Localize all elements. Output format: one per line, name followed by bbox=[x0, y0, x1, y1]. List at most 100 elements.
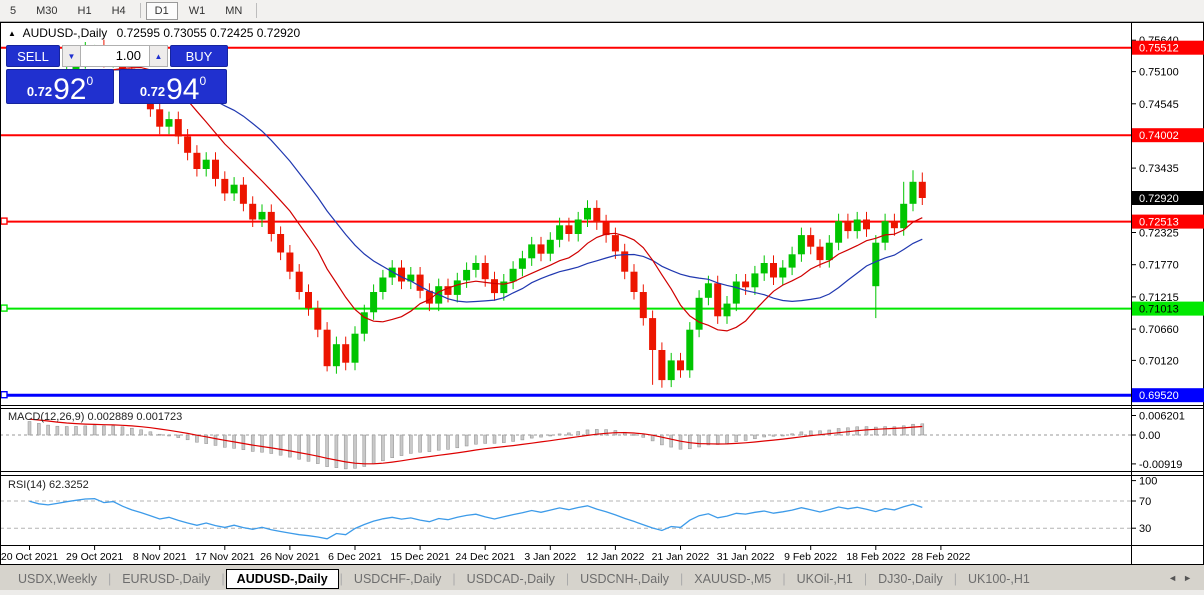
price-chart-svg[interactable]: MACD(12,26,9) 0.002889 0.001723 RSI(14) 6… bbox=[0, 22, 1204, 565]
chart-canvas[interactable]: MACD(12,26,9) 0.002889 0.001723 RSI(14) 6… bbox=[0, 22, 1204, 570]
chart-window[interactable]: MACD(12,26,9) 0.002889 0.001723 RSI(14) 6… bbox=[0, 22, 1204, 565]
price-level-badge bbox=[1132, 40, 1204, 55]
chart-tab-bar: USDX,Weekly | EURUSD-,Daily | AUDUSD-,Daily |… bbox=[0, 567, 1204, 590]
tab-eurusd-daily[interactable]: EURUSD-,Daily bbox=[122, 571, 211, 586]
bid-price-prefix: 0.72 bbox=[26, 84, 53, 99]
date-axis-label: 3 Jan 2022 bbox=[524, 551, 576, 563]
svg-text:0.75512: 0.75512 bbox=[1139, 43, 1179, 55]
tab-usdchf-daily[interactable]: USDCHF-,Daily bbox=[353, 571, 442, 586]
date-axis-label: 15 Dec 2021 bbox=[390, 551, 450, 563]
tab-scroll-arrows[interactable]: ◄► bbox=[1168, 573, 1198, 583]
macd-label: MACD(12,26,9) 0.002889 0.001723 bbox=[8, 411, 182, 423]
hline-handle[interactable] bbox=[0, 304, 8, 312]
ask-price-big: 94 bbox=[166, 73, 200, 106]
tab-separator: | bbox=[863, 571, 868, 586]
price-axis-label: 0.74545 bbox=[1139, 99, 1179, 111]
status-strip bbox=[0, 590, 1204, 595]
svg-text:0.72513: 0.72513 bbox=[1139, 217, 1179, 229]
tab-uk100-h1[interactable]: UK100-,H1 bbox=[968, 571, 1030, 586]
date-axis-label: 17 Nov 2021 bbox=[195, 551, 255, 563]
hline-handle[interactable] bbox=[0, 391, 8, 399]
svg-text:0.71013: 0.71013 bbox=[1139, 304, 1179, 316]
tab-separator: | bbox=[221, 571, 225, 586]
bid-price-big: 92 bbox=[53, 73, 87, 106]
chart-background bbox=[0, 22, 1204, 565]
tab-xauusd-m5[interactable]: XAUUSD-,M5 bbox=[694, 571, 772, 586]
price-level-badge bbox=[1132, 301, 1204, 316]
price-level-badge bbox=[1132, 128, 1204, 143]
current-price-badge bbox=[1132, 191, 1204, 205]
tab-usdcnh-daily[interactable]: USDCNH-,Daily bbox=[580, 571, 670, 586]
volume-decrease-button[interactable]: ▼ bbox=[62, 45, 81, 67]
timeframe-toolbar: 5 M30 H1 H4 D1 W1 MN bbox=[0, 0, 1204, 22]
timeframe-button-h1[interactable]: H1 bbox=[77, 4, 92, 17]
macd-axis-label: 0.006201 bbox=[1139, 411, 1185, 423]
one-click-trading-panel: SELL ▼ 1.00 ▲ BUY 0.72 92 0 0.72 94 bbox=[6, 45, 228, 106]
tab-usdx-weekly[interactable]: USDX,Weekly bbox=[18, 571, 97, 586]
tab-separator: | bbox=[452, 571, 456, 586]
chart-title-ohlc: 0.72595 0.73055 0.72425 0.72920 bbox=[116, 26, 301, 40]
price-axis-label: 0.71770 bbox=[1139, 260, 1179, 272]
tab-ukoil-h1[interactable]: UKOil-,H1 bbox=[796, 571, 853, 586]
timeframe-button-5[interactable]: 5 bbox=[10, 4, 17, 17]
buy-button[interactable]: BUY bbox=[170, 45, 228, 67]
date-axis-label: 28 Feb 2022 bbox=[911, 551, 970, 563]
timeframe-button-d1[interactable]: D1 bbox=[145, 1, 178, 20]
macd-axis-label: -0.00919 bbox=[1139, 459, 1182, 471]
tab-separator: | bbox=[782, 571, 786, 586]
timeframe-button-w1[interactable]: W1 bbox=[188, 4, 206, 17]
bid-price-panel[interactable]: 0.72 92 0 bbox=[6, 69, 114, 106]
price-axis-label: 0.70660 bbox=[1139, 324, 1179, 336]
tab-separator: | bbox=[680, 571, 684, 586]
date-axis-label: 8 Nov 2021 bbox=[133, 551, 187, 563]
arrow-down-icon: ▼ bbox=[67, 51, 76, 61]
timeframe-button-mn[interactable]: MN bbox=[225, 4, 243, 17]
tab-separator: | bbox=[565, 571, 570, 586]
ask-price-panel[interactable]: 0.72 94 0 bbox=[119, 69, 227, 106]
price-level-badge bbox=[1132, 214, 1204, 229]
rsi-label: RSI(14) 62.3252 bbox=[8, 479, 89, 491]
chart-title-symbol: AUDUSD-,Daily bbox=[22, 26, 108, 40]
rsi-axis-label: 30 bbox=[1139, 523, 1151, 535]
tab-usdcad-daily[interactable]: USDCAD-,Daily bbox=[466, 571, 555, 586]
svg-text:0.74002: 0.74002 bbox=[1139, 130, 1179, 142]
price-axis-label: 0.75100 bbox=[1139, 67, 1179, 79]
date-axis-label: 20 Oct 2021 bbox=[1, 551, 58, 563]
price-axis-label: 0.73435 bbox=[1139, 163, 1179, 175]
date-axis-label: 29 Oct 2021 bbox=[66, 551, 123, 563]
ask-price-sup: 0 bbox=[199, 74, 207, 88]
toolbar-divider bbox=[139, 3, 141, 18]
collapse-icon[interactable]: ▲ bbox=[8, 29, 16, 38]
tab-separator: | bbox=[953, 571, 957, 586]
date-axis-label: 31 Jan 2022 bbox=[717, 551, 775, 563]
date-axis-label: 6 Dec 2021 bbox=[328, 551, 382, 563]
tab-dj30-daily[interactable]: DJ30-,Daily bbox=[878, 571, 943, 586]
rsi-axis-label: 100 bbox=[1139, 476, 1157, 488]
toolbar-divider bbox=[256, 3, 258, 18]
date-axis-label: 18 Feb 2022 bbox=[846, 551, 905, 563]
rsi-line bbox=[29, 498, 923, 540]
price-axis-label: 0.72325 bbox=[1139, 228, 1179, 240]
macd-axis-label: 0.00 bbox=[1139, 430, 1160, 442]
date-axis-label: 21 Jan 2022 bbox=[652, 551, 710, 563]
date-axis-label: 26 Nov 2021 bbox=[260, 551, 320, 563]
price-level-badge bbox=[1132, 388, 1204, 403]
chart-title: ▲ AUDUSD-,Daily 0.72595 0.73055 0.72425 … bbox=[8, 26, 300, 40]
tab-separator: | bbox=[107, 571, 112, 586]
volume-input[interactable]: 1.00 bbox=[81, 45, 149, 67]
volume-increase-button[interactable]: ▲ bbox=[149, 45, 168, 67]
svg-text:0.69520: 0.69520 bbox=[1139, 390, 1179, 402]
price-axis-label: 0.71215 bbox=[1139, 292, 1179, 304]
timeframe-button-m30[interactable]: M30 bbox=[36, 4, 58, 17]
timeframe-button-h4[interactable]: H4 bbox=[111, 4, 126, 17]
price-axis-label: 0.70120 bbox=[1139, 355, 1179, 367]
date-axis-label: 9 Feb 2022 bbox=[784, 551, 837, 563]
tab-audusd-daily[interactable]: AUDUSD-,Daily bbox=[225, 568, 339, 589]
tab-separator: | bbox=[339, 571, 343, 586]
macd-signal-line bbox=[29, 418, 923, 465]
rsi-axis-label: 70 bbox=[1139, 496, 1151, 508]
macd-panel[interactable] bbox=[0, 418, 1131, 470]
sell-button[interactable]: SELL bbox=[6, 45, 60, 67]
hline-handle[interactable] bbox=[0, 217, 8, 225]
